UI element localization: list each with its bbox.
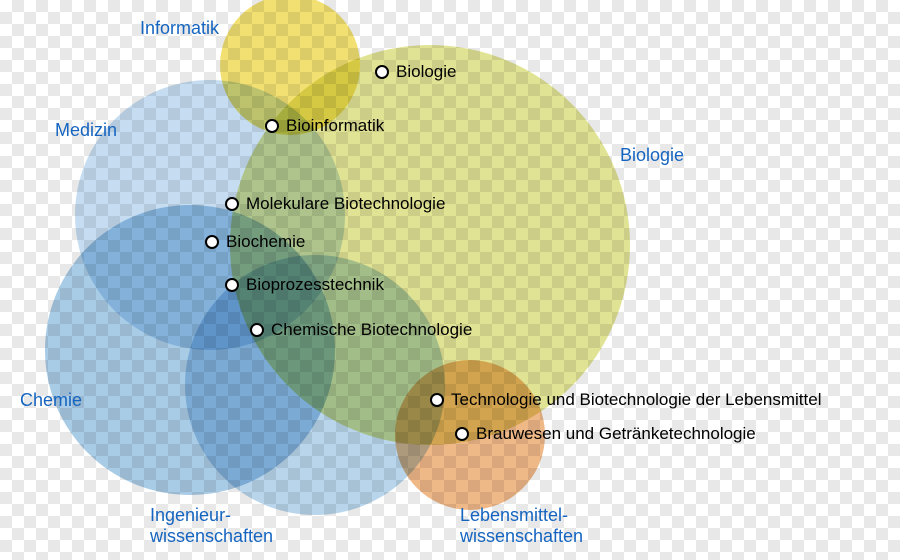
topic-text: Bioinformatik <box>286 116 384 136</box>
label-ingenieur: Ingenieur- wissenschaften <box>150 505 273 546</box>
bullet-icon <box>205 235 219 249</box>
bullet-icon <box>430 393 444 407</box>
topic-text: Brauwesen und Getränketechnologie <box>476 424 756 444</box>
circle-informatik <box>220 0 360 135</box>
bullet-icon <box>250 323 264 337</box>
topic-text: Biochemie <box>226 232 305 252</box>
label-medizin: Medizin <box>55 120 117 141</box>
bullet-icon <box>455 427 469 441</box>
topic-text: Chemische Biotechnologie <box>271 320 472 340</box>
label-lebensmittel: Lebensmittel- wissenschaften <box>460 505 583 546</box>
bullet-icon <box>225 197 239 211</box>
topic-molbiotech: Molekulare Biotechnologie <box>225 194 445 214</box>
topic-chembiotech: Chemische Biotechnologie <box>250 320 472 340</box>
topic-bioinformatik: Bioinformatik <box>265 116 384 136</box>
topic-text: Molekulare Biotechnologie <box>246 194 445 214</box>
bullet-icon <box>265 119 279 133</box>
venn-diagram: Informatik Medizin Biologie Chemie Ingen… <box>0 0 900 560</box>
bullet-icon <box>375 65 389 79</box>
topic-brauwesen: Brauwesen und Getränketechnologie <box>455 424 756 444</box>
topic-lebensmittel: Technologie und Biotechnologie der Leben… <box>430 390 821 410</box>
topic-biochemie: Biochemie <box>205 232 305 252</box>
label-informatik: Informatik <box>140 18 219 39</box>
topic-bioprozess: Bioprozesstechnik <box>225 275 384 295</box>
topic-text: Bioprozesstechnik <box>246 275 384 295</box>
bullet-icon <box>225 278 239 292</box>
label-biologie: Biologie <box>620 145 684 166</box>
topic-text: Biologie <box>396 62 457 82</box>
topic-biologie: Biologie <box>375 62 457 82</box>
topic-text: Technologie und Biotechnologie der Leben… <box>451 390 821 410</box>
label-chemie: Chemie <box>20 390 82 411</box>
